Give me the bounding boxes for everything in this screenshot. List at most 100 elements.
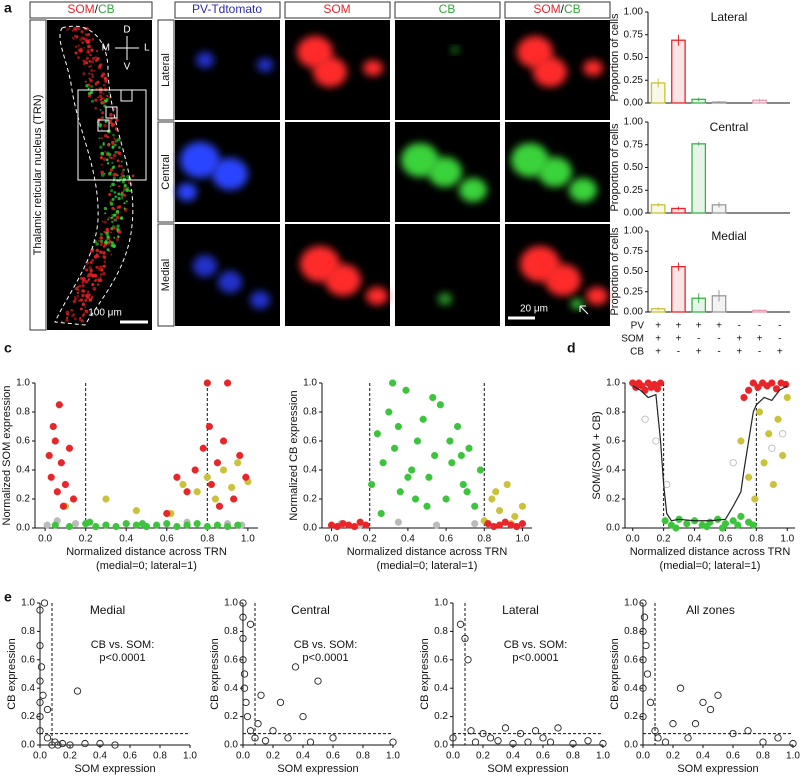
point [71,520,80,528]
speckle-dot [112,133,115,137]
annotation: p<0.0001 [99,652,145,664]
speckle-dot [104,244,107,247]
point [691,720,700,728]
speckle-dot [89,64,93,68]
genotype-sign: - [697,334,700,345]
speckle-dot [107,216,111,219]
speckle-dot [93,69,96,72]
speckle-dot [88,77,91,80]
point [467,727,475,735]
x-tick-label: 1.0 [386,751,400,762]
point [112,522,120,531]
point [51,437,59,445]
y-tick-label: 0.8 [624,626,638,637]
speckle-dot [81,314,85,317]
x-tick-label: 0.4 [401,534,415,545]
x-tick-label: 0.6 [123,751,137,762]
speckle-dot [65,310,70,315]
x-tick-label: 0.6 [439,534,453,545]
point [329,734,337,742]
cell [451,47,459,53]
point [524,738,532,746]
point [755,408,764,416]
x-tick-label: 1.0 [596,751,610,762]
point [276,698,285,707]
roi-box [105,106,118,119]
point [471,502,479,510]
micrographs [175,20,610,326]
speckle-dot [111,206,115,210]
point [488,495,496,503]
speckle-dot [116,150,120,154]
speckle-dot [80,30,84,34]
speckle-dot [102,272,106,276]
point [173,522,181,531]
point [778,430,787,438]
point [37,663,46,671]
x-tick-label: 0.0 [325,534,339,545]
header-part: SOM [533,2,560,16]
speckle-dot [103,206,108,211]
speckle-dot [108,91,111,94]
header-part: SOM [67,2,94,16]
y-tick-label: 0.4 [624,683,638,694]
speckle-dot [123,202,126,205]
speckle-dot [103,230,106,234]
y-tick-label: 1.00 [624,117,644,128]
cell [177,183,197,201]
genotype-sign: - [717,334,720,345]
point [239,656,247,664]
speckle-dot [109,113,113,117]
x-tick-label: 0.2 [363,534,377,545]
y-tick-label: 0.25 [624,286,644,297]
y-tick-label: 0.0 [224,740,238,751]
speckle-dot [120,160,123,163]
y-tick-label: 0.50 [624,52,644,63]
y-tick-label: 1.00 [624,7,644,18]
speckle-dot [66,27,69,31]
speckle-dot [108,250,111,253]
point [203,522,211,531]
speckle [60,26,135,323]
genotype-sign: - [758,321,761,332]
speckle-dot [98,94,103,99]
point [207,480,215,489]
speckle-dot [108,192,112,197]
side-box [29,19,47,331]
point [96,739,104,748]
point [239,599,247,607]
x-axis-label: SOM expression [677,763,758,775]
cell [196,52,214,68]
point [639,712,647,721]
y-tick-label: 0.2 [16,494,30,505]
point [768,379,776,387]
point [314,677,322,685]
trn-outline [54,25,134,326]
genotype-sign: - [778,321,781,332]
speckle-dot [105,158,109,162]
speckle-dot [99,250,103,254]
x-tick-label: 0.4 [93,751,107,762]
point [518,502,527,510]
point [138,520,147,528]
point [706,705,715,714]
x-axis-label: SOM expression [277,763,358,775]
column-header: SOM/CB [533,2,580,16]
point [672,524,680,532]
cell [180,142,220,178]
speckle-dot [99,108,102,111]
point [471,520,479,528]
point [446,437,454,445]
speckle-dot [88,72,91,75]
speckle-dot [70,308,73,312]
speckle-dot [90,73,94,76]
speckle-dot [87,83,90,86]
point [642,641,650,650]
y-tick-label: 0.8 [434,626,448,637]
speckle-dot [120,165,123,168]
point [531,727,540,735]
point [772,385,781,393]
speckle-dot [103,87,107,90]
point [539,734,547,742]
speckle-dot [101,220,104,223]
